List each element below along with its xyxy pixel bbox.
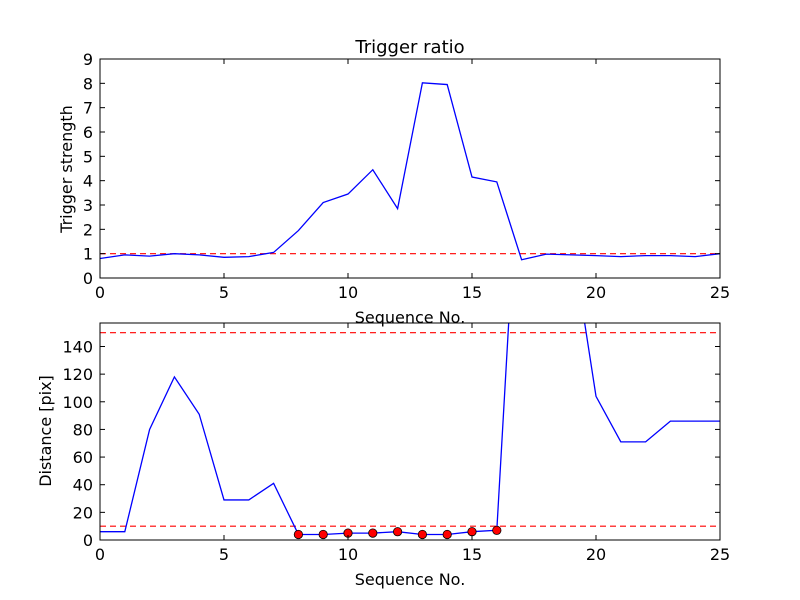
y-tick-label: 7 [83, 99, 93, 118]
series-line [100, 82, 720, 261]
y-tick-label: 40 [73, 476, 93, 495]
y-tick-label: 8 [83, 74, 93, 93]
x-ticks: 0 5 10 15 20 25 [95, 59, 730, 302]
x-tick-label: 0 [95, 283, 105, 302]
y-tick-label: 9 [83, 50, 93, 69]
x-tick-label: 10 [338, 283, 358, 302]
data-point-marker [467, 527, 477, 537]
x-tick-label: 25 [710, 545, 730, 564]
x-tick-label: 25 [710, 283, 730, 302]
y-tick-label: 0 [83, 531, 93, 550]
y-tick-label: 140 [62, 337, 93, 356]
series-group [100, 323, 720, 540]
y-tick-label: 0 [83, 269, 93, 288]
data-point-marker [417, 529, 427, 540]
x-tick-label: 20 [586, 283, 606, 302]
data-point-marker [318, 529, 328, 540]
x-axis-label: Sequence No. [355, 570, 466, 589]
y-tick-label: 60 [73, 448, 93, 467]
x-tick-label: 5 [219, 283, 229, 302]
distance-chart: 0 5 10 15 20 25 0 20 40 60 80 100 120 140 Sequence N… [36, 322, 730, 589]
y-tick-label: 5 [83, 147, 93, 166]
series-group [100, 82, 720, 261]
y-ticks: 0 1 2 3 4 5 6 7 8 9 [83, 50, 720, 288]
y-tick-label: 4 [83, 172, 93, 191]
x-tick-label: 0 [95, 545, 105, 564]
y-ticks: 0 20 40 60 80 100 120 140 [62, 337, 720, 550]
chart-title: Trigger ratio [354, 37, 464, 58]
data-point-marker [392, 527, 403, 537]
y-tick-label: 3 [83, 196, 93, 215]
x-tick-label: 15 [462, 545, 482, 564]
y-tick-label: 120 [62, 365, 93, 384]
y-tick-label: 2 [83, 220, 93, 239]
x-tick-label: 15 [462, 283, 482, 302]
data-point-marker [368, 528, 378, 538]
threshold-lines [100, 332, 720, 527]
data-point-marker [442, 529, 452, 540]
y-axis-label: Trigger strength [57, 105, 76, 234]
y-axis-label: Distance [pix] [36, 375, 55, 487]
plot-frame [99, 322, 721, 541]
x-tick-label: 10 [338, 545, 358, 564]
y-tick-label: 20 [73, 503, 93, 522]
plot-frame [99, 58, 721, 279]
data-point-marker [492, 525, 502, 535]
y-tick-label: 100 [62, 393, 93, 412]
x-ticks: 0 5 10 15 20 25 [95, 323, 730, 564]
x-axis-label: Sequence No. [355, 308, 466, 327]
y-tick-label: 80 [73, 420, 93, 439]
x-tick-label: 20 [586, 545, 606, 564]
data-point-marker [293, 529, 303, 540]
y-tick-label: 1 [83, 245, 93, 264]
y-tick-label: 6 [83, 123, 93, 142]
series-line [100, 323, 720, 536]
x-tick-label: 5 [219, 545, 229, 564]
